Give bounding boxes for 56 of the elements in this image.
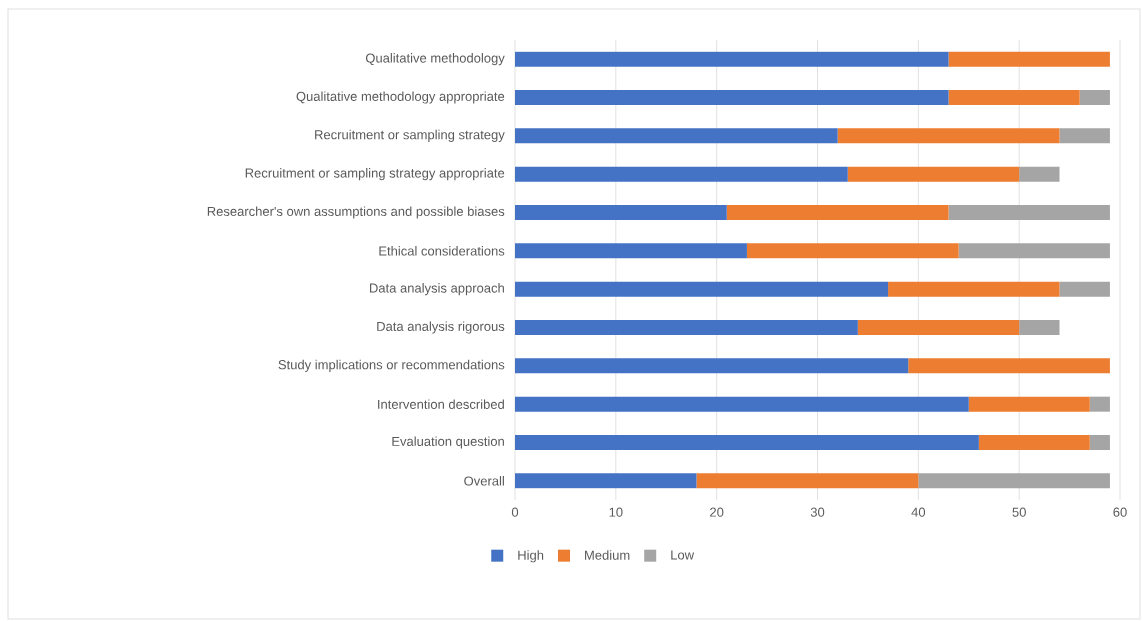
x-tick-label: 40 (911, 507, 926, 517)
y-tick-label: Evaluation question (392, 436, 504, 449)
bar (696, 473, 919, 489)
bar (515, 51, 949, 67)
x-tick-label: 50 (1012, 507, 1026, 517)
y-tick-label: Data analysis approach (370, 283, 504, 296)
bar (847, 166, 1020, 182)
bar (1089, 435, 1110, 451)
y-tick-label: Intervention described (378, 399, 504, 409)
bar (948, 90, 1080, 105)
bar (837, 128, 1060, 144)
bar (978, 435, 1090, 451)
bar (515, 320, 858, 336)
bar (918, 473, 1110, 489)
y-tick-label: Qualitative methodology (365, 53, 505, 66)
x-tick-label: 0 (511, 507, 519, 517)
bar (948, 51, 1110, 67)
bar (515, 166, 848, 182)
legend-label: High (518, 550, 544, 563)
bar (515, 128, 838, 144)
y-tick-label: Recruitment or sampling strategy (315, 129, 505, 142)
bar (515, 205, 727, 220)
x-tick-label: 20 (710, 507, 724, 517)
bar (515, 358, 909, 374)
bar (1059, 128, 1110, 144)
bar (515, 473, 697, 489)
bar (1059, 281, 1110, 297)
bar (1019, 320, 1060, 336)
y-tick-label: Overall (464, 476, 504, 486)
y-tick-label: Data analysis rigorous (377, 321, 505, 334)
bar (1019, 166, 1060, 182)
bar (746, 243, 959, 259)
y-tick-label: Researcher's own assumptions and possible biases (207, 206, 505, 219)
bar (958, 243, 1110, 259)
bar (726, 205, 949, 220)
bar (515, 435, 979, 451)
x-tick-label: 30 (810, 507, 825, 517)
bar (515, 90, 949, 105)
y-tick-label: Study implications or recommendations (278, 359, 505, 372)
y-tick-label: Recruitment or sampling strategy appropriate (245, 168, 505, 181)
bar (968, 396, 1090, 412)
bar (1079, 90, 1110, 105)
bar (888, 281, 1060, 297)
x-tick-label: 60 (1113, 507, 1127, 517)
x-tick-label: 10 (609, 507, 623, 517)
bar (948, 205, 1110, 220)
y-tick-label: Qualitative methodology appropriate (296, 91, 505, 104)
bar (908, 358, 1110, 374)
bar (515, 396, 969, 412)
bar (515, 281, 889, 297)
y-tick-label: Ethical considerations (379, 246, 505, 256)
legend-label: Medium (585, 550, 630, 560)
bar (1089, 396, 1110, 412)
bar (515, 243, 747, 259)
legend-label: Low (671, 550, 695, 560)
bar (857, 320, 1020, 336)
